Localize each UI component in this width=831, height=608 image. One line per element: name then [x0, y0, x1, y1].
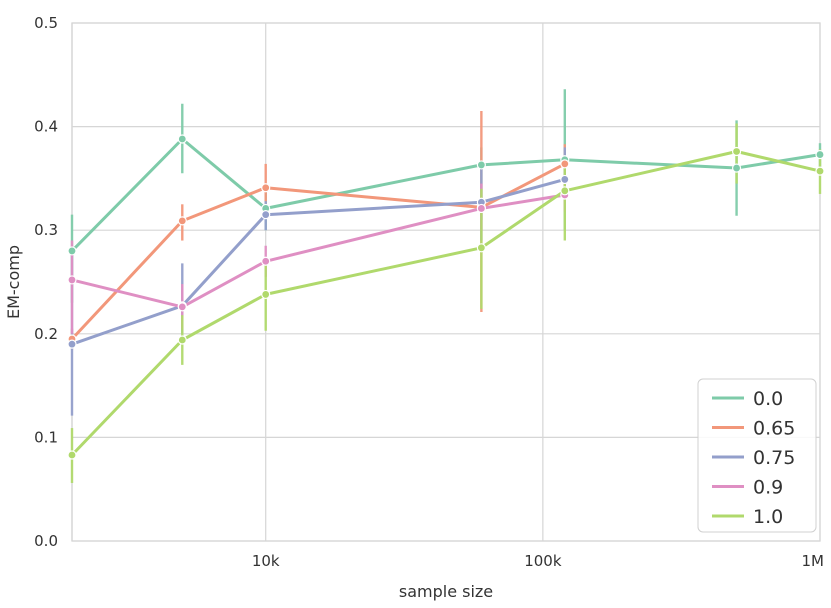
data-point — [560, 174, 570, 185]
legend-label: 0.75 — [753, 447, 795, 469]
y-tick-label: 0.2 — [34, 325, 58, 343]
data-point — [261, 183, 271, 193]
data-point — [476, 243, 486, 253]
data-point — [560, 186, 570, 196]
y-tick-label: 0.4 — [34, 118, 58, 136]
data-point — [67, 275, 77, 285]
y-tick-label: 0.5 — [34, 14, 58, 32]
x-tick-label: 10k — [252, 552, 280, 570]
data-point — [177, 134, 187, 144]
data-point — [731, 163, 742, 173]
y-tick-label: 0.3 — [34, 221, 58, 239]
x-axis-label: sample size — [399, 582, 493, 601]
data-point — [67, 246, 77, 256]
data-point — [177, 335, 187, 345]
data-point — [815, 166, 825, 176]
data-point — [731, 146, 742, 157]
legend-label: 1.0 — [753, 506, 783, 528]
grid — [72, 22, 821, 542]
y-tick-label: 0.1 — [34, 428, 58, 446]
legend-label: 0.65 — [753, 418, 795, 440]
data-point — [177, 216, 187, 226]
data-point — [67, 450, 77, 460]
legend: 0.0 0.65 0.75 0.9 1.0 — [697, 378, 817, 533]
data-point — [815, 149, 825, 160]
data-point — [476, 203, 486, 214]
data-point — [560, 159, 570, 169]
x-tick-label: 100k — [524, 552, 562, 570]
data-point — [177, 302, 187, 312]
tick-labels: 0.0 0.1 0.2 0.3 0.4 0.5 10k 100k 1M — [34, 14, 824, 570]
legend-label: 0.9 — [753, 477, 783, 499]
data-point — [67, 339, 77, 349]
data-point — [261, 289, 271, 300]
legend-box — [697, 378, 817, 533]
y-tick-label: 0.0 — [34, 532, 58, 550]
series-points — [67, 134, 825, 460]
legend-label: 0.0 — [753, 388, 783, 410]
data-point — [261, 256, 271, 266]
y-axis-label: EM-comp — [4, 245, 23, 319]
plot-area — [71, 22, 821, 542]
data-point — [261, 210, 271, 220]
data-point — [476, 160, 486, 170]
x-tick-label: 1M — [802, 552, 825, 570]
